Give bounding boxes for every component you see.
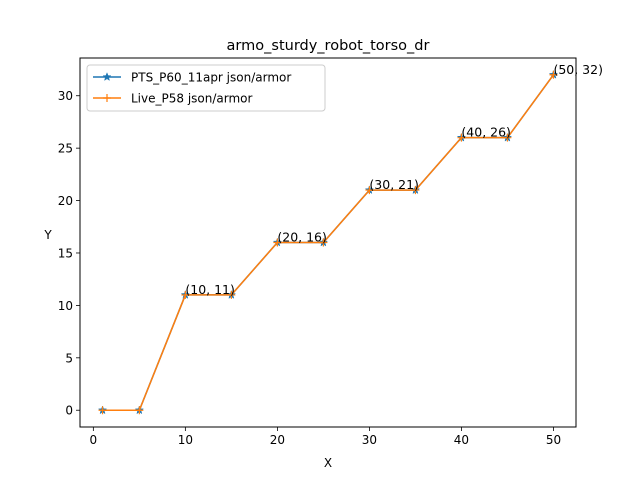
legend-marker-series-1 [102, 72, 112, 81]
x-axis-label: X [324, 456, 332, 470]
y-axis: 0 5 10 15 20 25 30 [58, 89, 80, 418]
data-point-series-2-8 [457, 133, 466, 142]
data-point-series-2-3 [227, 290, 236, 299]
data-label-2: (30, 21) [369, 177, 419, 192]
legend-marker-series-2 [103, 94, 111, 102]
data-point-series-2-0 [98, 406, 107, 415]
legend-box [86, 64, 326, 112]
y-tick-label-5: 25 [58, 142, 73, 156]
x-tick-label-5: 50 [546, 433, 561, 447]
data-point-series-2-9 [503, 133, 512, 142]
data-label-3: (40, 26) [461, 125, 511, 140]
x-tick-label-3: 30 [362, 433, 377, 447]
data-point-series-2-1 [135, 406, 144, 415]
x-tick-label-0: 0 [90, 433, 98, 447]
data-label-1: (20, 16) [277, 230, 327, 245]
data-label-0: (10, 11) [185, 282, 235, 297]
y-tick-label-1: 5 [65, 351, 73, 365]
x-tick-label-1: 10 [178, 433, 193, 447]
axes-frame [79, 57, 577, 428]
x-axis: 0 10 20 30 40 50 [90, 427, 561, 447]
plot-area: (10, 11) (20, 16) (30, 21) (40, 26) (50, 32) [97, 62, 603, 415]
y-tick-label-4: 20 [58, 194, 73, 208]
legend-label-series-1: PTS_P60_11apr json/armor [131, 71, 291, 85]
x-tick-label-2: 20 [270, 433, 285, 447]
chart-title: armo_sturdy_robot_torso_dr [227, 38, 430, 54]
y-tick-label-0: 0 [65, 404, 73, 418]
data-point-series-2-2 [181, 290, 190, 299]
y-tick-label-3: 15 [58, 246, 73, 260]
data-point-series-2-10 [549, 70, 558, 79]
legend-label-series-2: Live_P58 json/armor [131, 92, 253, 106]
y-tick-label-2: 10 [58, 299, 73, 313]
data-point-series-2-6 [365, 186, 374, 195]
x-tick-label-4: 40 [454, 433, 469, 447]
legend: PTS_P60_11apr json/armor Live_P58 json/a… [86, 64, 326, 112]
data-point-series-2-5 [319, 238, 328, 247]
data-point-series-2-4 [273, 238, 282, 247]
data-label-4: (50, 32) [553, 62, 603, 77]
y-tick-label-6: 30 [58, 89, 73, 103]
data-point-series-2-7 [411, 186, 420, 195]
y-axis-label: Y [43, 228, 52, 242]
